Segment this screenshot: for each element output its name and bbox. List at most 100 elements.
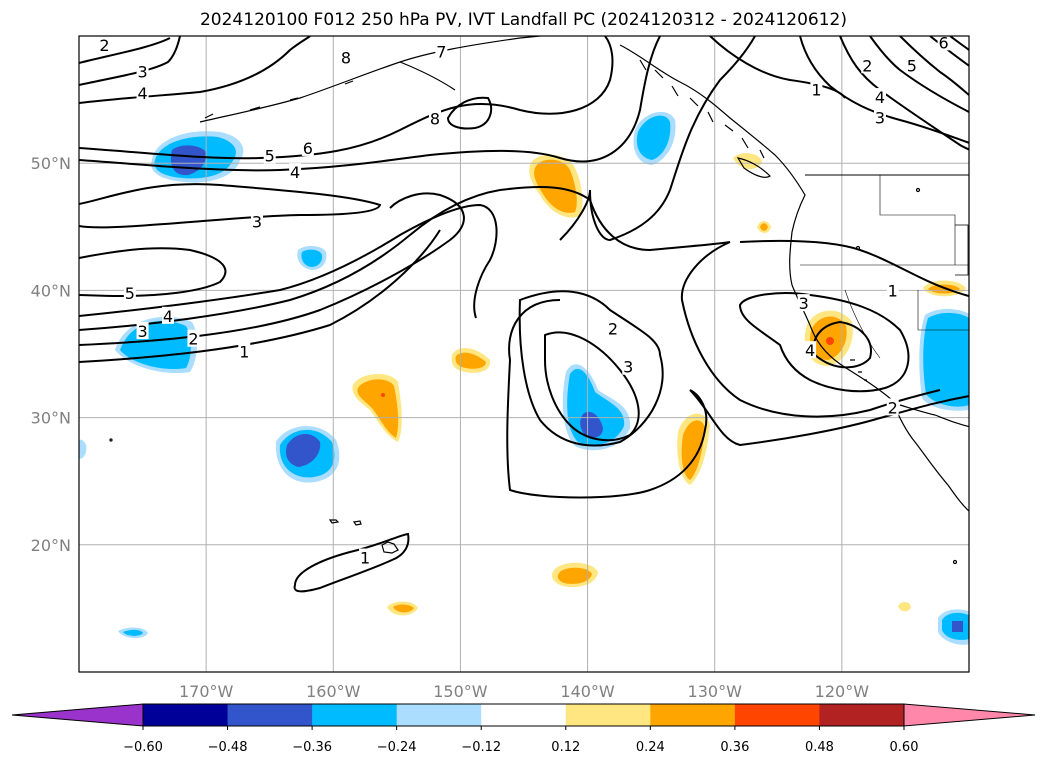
contour-label: 8 [341, 49, 351, 68]
contour-label: 4 [290, 163, 300, 182]
map-frame [78, 35, 970, 673]
lon-tick-label: 120°W [815, 682, 870, 701]
contour-label-bg [136, 322, 149, 340]
contour-label: 1 [811, 80, 821, 99]
latitude-labels: 20°N 30°N 40°N 50°N [31, 154, 71, 555]
contour-label-bg [937, 36, 950, 51]
contour-label: 6 [938, 33, 948, 52]
contour-label-bg [435, 42, 448, 60]
colorbar-tick-label: 0.24 [636, 740, 665, 755]
contour-label-bg [162, 306, 174, 324]
colorbar-bin [734, 704, 820, 726]
lat-tick-label: 40°N [31, 281, 71, 300]
contour-label-bg [861, 56, 874, 74]
lat-tick-label: 50°N [31, 154, 71, 173]
contour-label: 7 [436, 42, 446, 61]
contour-label: 1 [239, 342, 249, 361]
contour-label: 2 [862, 56, 872, 75]
contour-label-bg [301, 138, 314, 156]
contour-label: 4 [137, 84, 147, 103]
colorbar-extend-high [903, 703, 1036, 727]
colorbar [11, 703, 1036, 727]
contour-label-bg [187, 329, 200, 347]
colorbar-tick-label: −0.24 [377, 740, 417, 755]
colorbar-bin [396, 704, 482, 726]
contour-label-bg [251, 212, 263, 230]
contour-label-bg [123, 283, 136, 301]
contour-label: 2 [99, 36, 109, 55]
longitude-labels: 170°W 160°W 150°W 140°W 130°W 120°W [179, 682, 869, 701]
contour-label: 5 [265, 147, 275, 166]
contour-label: 4 [875, 88, 885, 107]
contour-label-bg [98, 36, 111, 53]
contour-label: 8 [430, 110, 440, 129]
colorbar-tick-label: −0.48 [208, 740, 248, 755]
contour-label-bg [136, 62, 149, 80]
coastlines [109, 36, 969, 565]
contour-label-bg [238, 342, 251, 360]
contour-label-bg [797, 294, 810, 312]
contour-label-bg [340, 48, 352, 66]
contour-label-bg [905, 56, 918, 74]
contour-label-bg [886, 398, 899, 416]
contour-label-bg [359, 548, 372, 566]
colorbar-tick-label: 0.12 [551, 740, 580, 755]
contour-label-bg [429, 109, 441, 127]
contour-label-bg [622, 357, 635, 375]
contour-label: 3 [623, 358, 633, 377]
colorbar-bin [650, 704, 736, 726]
colorbar-tick-label: 0.36 [720, 740, 749, 755]
colorbar-frame [142, 703, 905, 727]
lon-tick-label: 140°W [560, 682, 615, 701]
contour-label: 4 [805, 341, 815, 360]
colorbar-tick-label: −0.12 [461, 740, 501, 755]
contour-label: 2 [888, 398, 898, 417]
lat-tick-label: 30°N [31, 409, 71, 428]
colorbar-bin [227, 704, 313, 726]
contour-label: 6 [303, 139, 313, 158]
contour-label: 3 [799, 294, 809, 313]
contour-label: 5 [125, 284, 135, 303]
pv-contours [79, 36, 969, 593]
colorbar-tick-labels: −0.60 −0.48 −0.36 −0.24 −0.12 0.12 0.24 0.36 0.4… [123, 726, 918, 755]
colorbar-bin [312, 704, 398, 726]
contour-label: 5 [907, 56, 917, 75]
contour-label-bg [886, 281, 899, 299]
colorbar-bin [565, 704, 651, 726]
map-gridlines [79, 36, 969, 672]
contour-label-bg [804, 341, 817, 359]
colorbar-tick-label: −0.60 [123, 740, 163, 755]
colorbar-bin [819, 704, 905, 726]
lon-tick-label: 150°W [433, 682, 488, 701]
lon-tick-label: 130°W [688, 682, 743, 701]
contour-label: 1 [360, 549, 370, 568]
contour-label: 1 [888, 281, 898, 300]
pv-anomaly-shading [79, 111, 969, 645]
contour-label-bg [810, 80, 823, 98]
colorbar-extend-low [11, 703, 144, 727]
colorbar-tick-label: −0.36 [292, 740, 332, 755]
contour-label-bg [136, 84, 149, 102]
contour-label: 4 [163, 307, 173, 326]
lat-tick-label: 20°N [31, 536, 71, 555]
colorbar-tick-label: 0.60 [890, 740, 919, 755]
contour-label-bg [874, 88, 886, 106]
contour-label: 3 [252, 213, 262, 232]
contour-label: 3 [875, 108, 885, 127]
contour-label: 3 [137, 322, 147, 341]
contour-label-bg [289, 163, 302, 181]
lon-tick-label: 160°W [306, 682, 361, 701]
colorbar-bin [143, 704, 229, 726]
contour-label-bg [874, 108, 886, 126]
colorbar-tick-label: 0.48 [805, 740, 834, 755]
colorbar-bin [481, 704, 567, 726]
lon-tick-label: 170°W [179, 682, 234, 701]
contour-label-bg [263, 146, 276, 164]
contour-label: 2 [188, 330, 198, 349]
contour-label-bg [607, 319, 619, 337]
map-title: 2024120100 F012 250 hPa PV, IVT Landfall… [199, 10, 847, 30]
contour-label: 3 [137, 63, 147, 82]
